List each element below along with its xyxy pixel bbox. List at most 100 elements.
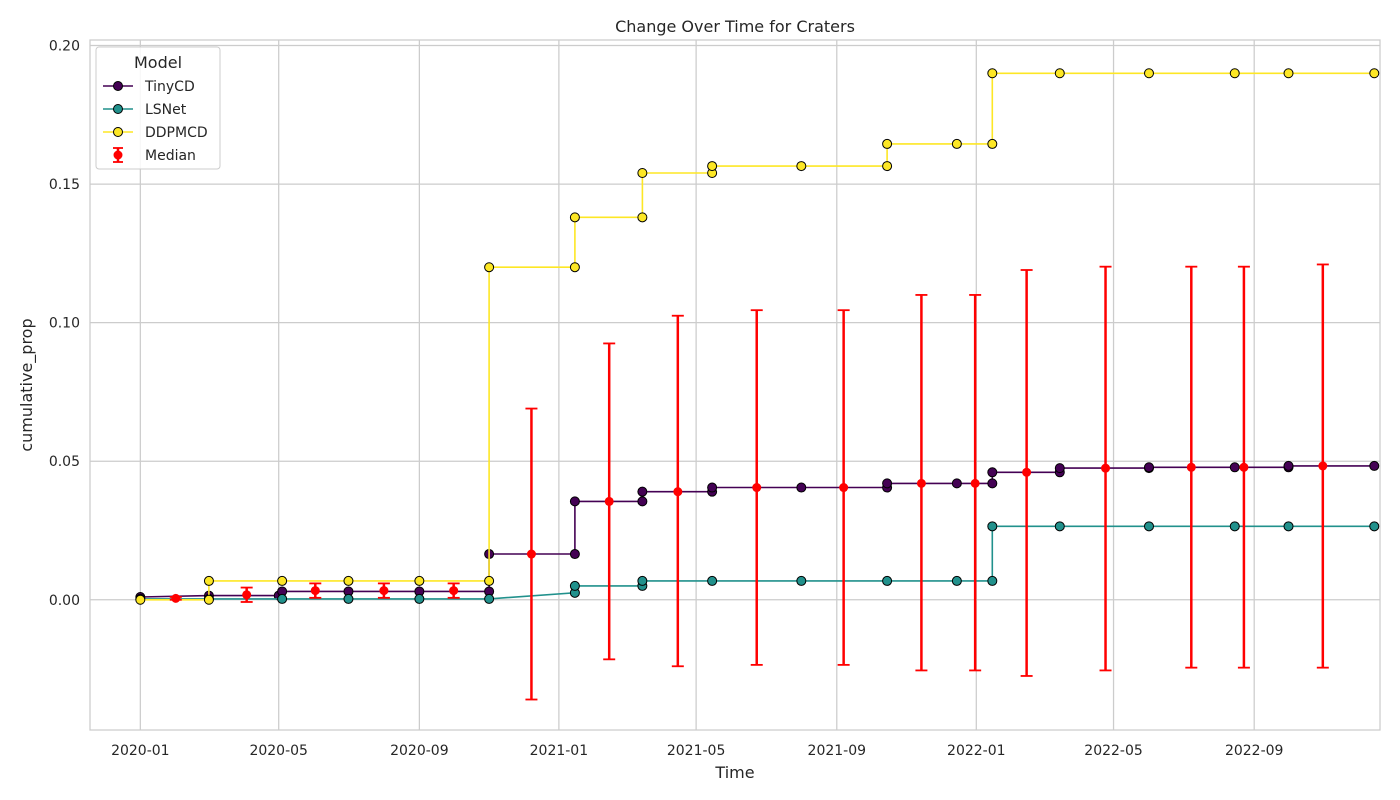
median-point (1022, 467, 1032, 477)
data-point (1054, 521, 1065, 532)
data-point (1369, 68, 1380, 79)
data-point (1054, 463, 1065, 474)
data-point (343, 575, 354, 586)
data-point (637, 168, 648, 179)
median-point (1239, 462, 1249, 472)
x-tick-label: 2021-01 (530, 743, 589, 759)
data-point (1283, 460, 1294, 471)
median-point (1101, 463, 1111, 473)
y-tick-label: 0.00 (49, 593, 80, 609)
data-point (987, 68, 998, 79)
data-point (796, 482, 807, 493)
data-point (1229, 462, 1240, 473)
data-point (796, 575, 807, 586)
data-point (987, 478, 998, 489)
median-layer (169, 263, 1329, 701)
legend-marker-swatch (113, 127, 123, 137)
median-point (379, 586, 389, 596)
median-errorbar (1099, 265, 1112, 672)
legend-label: Median (145, 148, 196, 164)
median-point (171, 593, 181, 603)
data-point (637, 496, 648, 507)
data-point (796, 161, 807, 172)
series-ddpmcd (135, 68, 1380, 605)
y-axis-ticks: 0.00 0.05 0.10 0.15 0.20 (49, 39, 80, 609)
data-point (987, 138, 998, 149)
data-point (569, 496, 580, 507)
median-errorbar (169, 593, 182, 603)
median-point (1318, 461, 1328, 471)
data-point (1143, 462, 1154, 473)
legend-entry-tinycd: TinyCD (103, 79, 195, 95)
median-errorbar (603, 342, 616, 661)
data-point (637, 486, 648, 497)
data-point (277, 593, 288, 604)
data-point (637, 212, 648, 223)
median-errorbar (837, 309, 850, 666)
data-point (135, 594, 146, 605)
data-point (484, 593, 495, 604)
legend-entry-median: Median (113, 147, 196, 164)
data-point (882, 575, 893, 586)
legend-marker-swatch (113, 104, 123, 114)
x-axis-label: Time (714, 763, 754, 782)
y-tick-label: 0.20 (49, 39, 80, 55)
x-tick-label: 2022-05 (1084, 743, 1143, 759)
legend-label: DDPMCD (145, 125, 208, 141)
data-point (569, 580, 580, 591)
median-point (526, 549, 536, 559)
data-point (707, 575, 718, 586)
data-point (569, 262, 580, 273)
median-errorbar (671, 314, 684, 668)
legend-title: Model (134, 53, 182, 72)
data-point (1229, 68, 1240, 79)
data-point (637, 575, 648, 586)
data-point (987, 467, 998, 478)
data-point (882, 138, 893, 149)
median-point (839, 483, 849, 493)
data-point (414, 575, 425, 586)
median-errorbar (915, 294, 928, 672)
median-errorbar (969, 294, 982, 672)
legend-entry-ddpmcd: DDPMCD (103, 125, 208, 141)
median-errorbar (240, 586, 253, 603)
data-point (707, 161, 718, 172)
x-axis-ticks: 2020-01 2020-05 2020-09 2021-01 2021-05 2021-… (111, 743, 1283, 759)
legend-label: LSNet (145, 102, 187, 118)
x-tick-label: 2022-09 (1225, 743, 1284, 759)
chart-title: Change Over Time for Craters (615, 17, 855, 36)
data-point (484, 575, 495, 586)
median-point (604, 496, 614, 506)
data-point (203, 575, 214, 586)
legend: Model TinyCD LSNet DDPMCD Median (95, 46, 221, 170)
series-layer (135, 68, 1380, 605)
data-point (1143, 68, 1154, 79)
data-point (951, 478, 962, 489)
x-tick-label: 2021-05 (667, 743, 726, 759)
x-tick-label: 2021-09 (808, 743, 867, 759)
data-point (882, 161, 893, 172)
x-tick-label: 2022-01 (947, 743, 1006, 759)
series-lsnet (135, 521, 1380, 604)
median-point (449, 586, 459, 596)
data-point (1369, 460, 1380, 471)
y-tick-label: 0.05 (49, 454, 80, 470)
median-errorbar (1316, 263, 1329, 669)
data-point (569, 212, 580, 223)
median-point (242, 590, 252, 600)
data-point (203, 594, 214, 605)
median-point (916, 478, 926, 488)
legend-entry-lsnet: LSNet (103, 102, 187, 118)
data-point (1054, 68, 1065, 79)
data-point (1283, 68, 1294, 79)
data-point (277, 575, 288, 586)
legend-box (95, 46, 221, 170)
data-point (951, 575, 962, 586)
y-tick-label: 0.10 (49, 316, 80, 332)
x-tick-label: 2020-09 (390, 743, 449, 759)
y-tick-label: 0.15 (49, 177, 80, 193)
median-errorbar (1020, 269, 1033, 677)
median-point (1186, 462, 1196, 472)
legend-marker-swatch (113, 81, 123, 91)
